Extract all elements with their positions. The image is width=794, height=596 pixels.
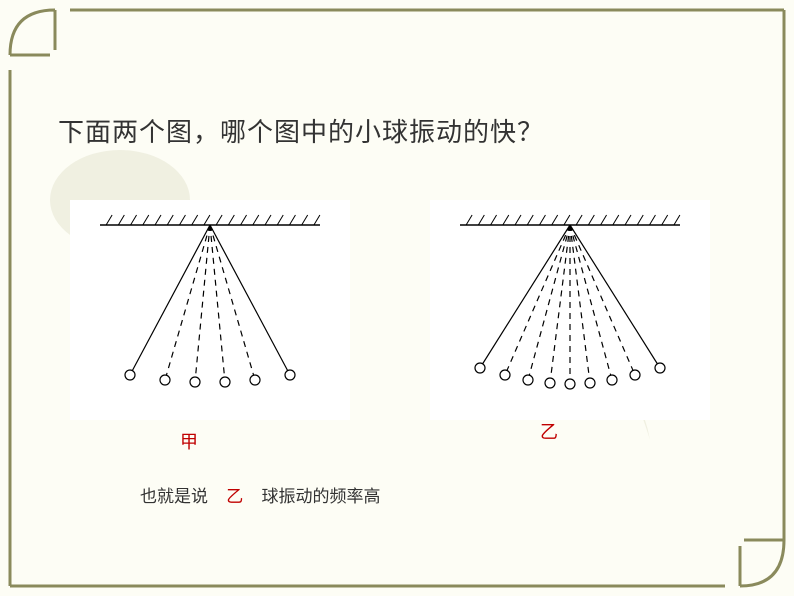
pendulum-diagram-yi: [450, 210, 690, 400]
conclusion-answer: 乙: [226, 487, 243, 506]
diagram-left: [70, 200, 350, 420]
conclusion-pre: 也就是说: [140, 487, 208, 506]
diagram-right: [430, 200, 710, 420]
pendulum-diagram-jia: [90, 210, 330, 400]
label-jia: 甲: [180, 428, 198, 454]
conclusion-text: 也就是说 乙 球振动的频率高: [140, 482, 381, 507]
diagram-row: [70, 200, 710, 420]
conclusion-post: 球振动的频率高: [262, 487, 381, 506]
label-yi: 乙: [540, 418, 558, 444]
question-text: 下面两个图，哪个图中的小球振动的快？: [58, 112, 544, 149]
